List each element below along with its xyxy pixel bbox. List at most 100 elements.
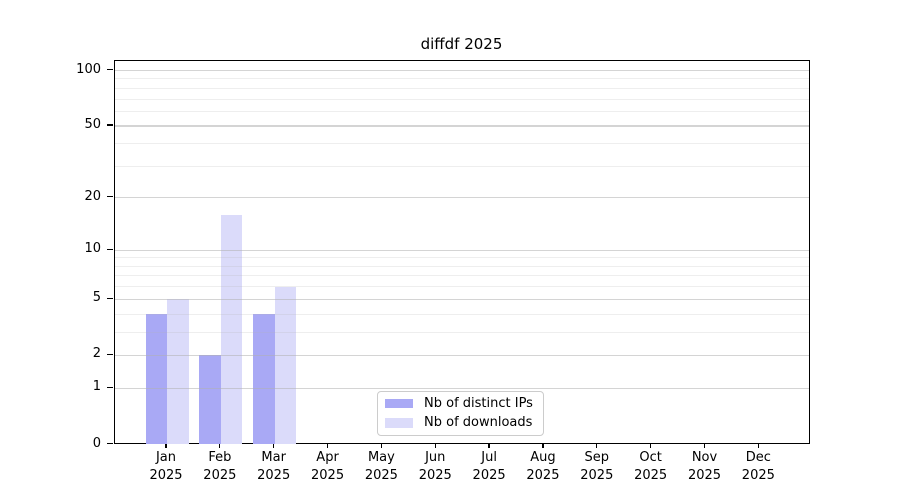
bar-nb-of-downloads-jan <box>167 299 189 445</box>
bar-nb-of-distinct-ips-feb <box>199 355 221 445</box>
bars-layer <box>115 61 809 445</box>
y-tick-100 <box>106 68 113 71</box>
legend-swatch-distinct-ips <box>385 398 413 408</box>
minor-gridline-9 <box>114 257 809 259</box>
year-label: 2025 <box>311 468 345 483</box>
minor-gridline-4 <box>114 313 809 315</box>
x-tick-oct <box>650 443 652 448</box>
month-label: Jan <box>155 450 177 465</box>
month-label: Feb <box>208 450 232 465</box>
y-tick-label-10: 10 <box>84 241 101 257</box>
x-tick-label-may: May 2025 <box>353 449 409 485</box>
legend-item-distinct-ips: Nb of distinct IPs <box>385 394 543 414</box>
y-tick-0 <box>106 442 113 445</box>
gridlines-layer <box>114 61 809 443</box>
month-label: Nov <box>691 450 718 465</box>
x-tick-label-sep: Sep 2025 <box>569 449 625 485</box>
y-tick-label-5: 5 <box>92 290 101 306</box>
bar-nb-of-downloads-feb <box>220 214 243 445</box>
major-gridline-5 <box>114 298 809 300</box>
x-tick-label-apr: Apr 2025 <box>300 449 356 485</box>
x-tick-label-mar: Mar 2025 <box>246 449 302 485</box>
x-tick-label-feb: Feb 2025 <box>192 449 248 485</box>
legend: Nb of distinct IPs Nb of downloads <box>377 390 544 436</box>
y-tick-label-50: 50 <box>84 116 101 132</box>
x-tick-label-jun: Jun 2025 <box>407 449 463 485</box>
month-label: Jun <box>425 450 446 465</box>
minor-gridline-6 <box>114 286 809 288</box>
major-gridline-10 <box>114 249 809 251</box>
y-tick-50 <box>106 124 113 126</box>
x-tick-label-jan: Jan 2025 <box>138 449 194 485</box>
x-tick-jul <box>488 443 490 448</box>
bar-nb-of-downloads-mar <box>274 286 297 445</box>
y-tick-label-2: 2 <box>92 346 101 362</box>
month-label: Apr <box>316 450 339 465</box>
month-label: Sep <box>584 450 610 465</box>
major-gridline-20 <box>114 197 809 199</box>
minor-gridline-3 <box>114 331 809 333</box>
y-tick-1 <box>106 386 113 388</box>
year-label: 2025 <box>203 468 237 483</box>
year-label: 2025 <box>741 468 775 483</box>
year-label: 2025 <box>149 468 183 483</box>
x-tick-sep <box>596 443 598 448</box>
plot-area <box>113 59 810 445</box>
x-tick-may <box>380 443 383 448</box>
month-label: Oct <box>639 450 662 465</box>
major-gridline-1 <box>114 387 809 389</box>
x-tick-jan <box>165 443 167 448</box>
minor-gridline-40 <box>114 143 809 145</box>
year-label: 2025 <box>580 468 614 483</box>
y-tick-label-0: 0 <box>92 435 101 451</box>
year-label: 2025 <box>257 468 291 483</box>
y-tick-20 <box>106 196 113 198</box>
year-label: 2025 <box>687 468 722 483</box>
legend-swatch-downloads <box>385 418 413 428</box>
bar-nb-of-distinct-ips-mar <box>253 314 275 445</box>
major-gridline-2 <box>114 354 809 357</box>
major-gridline-50 <box>114 125 809 127</box>
x-tick-mar <box>273 443 275 448</box>
year-label: 2025 <box>418 468 452 483</box>
x-tick-nov <box>703 443 706 448</box>
x-tick-label-dec: Dec 2025 <box>730 449 786 485</box>
x-tick-label-aug: Aug 2025 <box>515 449 571 485</box>
minor-gridline-7 <box>114 275 809 277</box>
year-label: 2025 <box>472 468 506 483</box>
month-label: Mar <box>261 450 286 465</box>
major-gridline-100 <box>114 69 809 72</box>
year-label: 2025 <box>526 468 560 483</box>
minor-gridline-30 <box>114 165 809 167</box>
minor-gridline-90 <box>114 78 809 80</box>
x-tick-jun <box>434 443 436 448</box>
x-tick-dec <box>757 443 759 448</box>
minor-gridline-80 <box>114 87 809 89</box>
x-tick-label-oct: Oct 2025 <box>623 449 679 485</box>
month-label: May <box>367 450 395 465</box>
x-tick-feb <box>219 443 221 448</box>
legend-label-downloads: Nb of downloads <box>424 415 533 431</box>
minor-gridline-70 <box>114 98 809 100</box>
bar-nb-of-distinct-ips-jan <box>145 314 167 445</box>
month-label: Jul <box>481 450 497 465</box>
x-tick-label-jul: Jul 2025 <box>461 449 517 485</box>
y-tick-label-20: 20 <box>84 188 101 204</box>
x-tick-apr <box>326 443 329 448</box>
year-label: 2025 <box>634 468 668 483</box>
minor-gridline-60 <box>114 110 809 112</box>
x-tick-label-nov: Nov 2025 <box>677 449 733 485</box>
legend-label-distinct-ips: Nb of distinct IPs <box>424 395 533 411</box>
chart-title: diffdf 2025 <box>420 35 503 53</box>
y-tick-label-100: 100 <box>76 61 101 77</box>
y-tick-10 <box>106 248 113 250</box>
month-label: Dec <box>745 450 771 465</box>
year-label: 2025 <box>364 468 398 483</box>
y-tick-5 <box>106 297 113 299</box>
y-tick-2 <box>106 353 113 356</box>
x-tick-aug <box>542 443 544 448</box>
legend-item-downloads: Nb of downloads <box>385 413 543 433</box>
month-label: Aug <box>530 450 556 465</box>
y-tick-label-1: 1 <box>92 379 101 395</box>
